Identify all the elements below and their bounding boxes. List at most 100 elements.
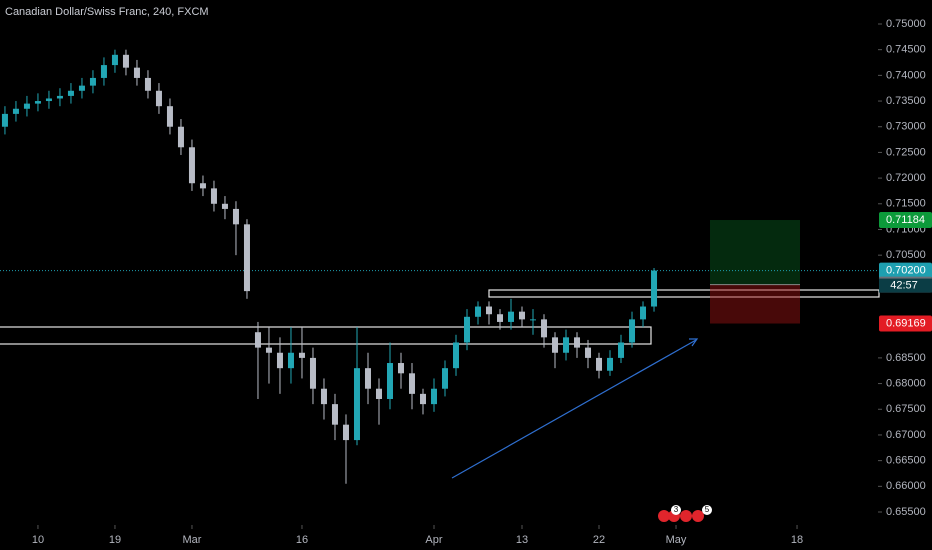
candle-body (452, 342, 459, 369)
candle-body (342, 424, 349, 441)
x-tick-label: 18 (791, 534, 803, 546)
candle-body (100, 65, 107, 78)
candle-body (364, 368, 371, 389)
candle-body (419, 393, 426, 405)
y-tick-label: 0.74500 (886, 44, 926, 56)
candle-body (463, 316, 470, 343)
trend-arrow (451, 339, 697, 479)
candle-body (254, 332, 261, 348)
y-tick-label: 0.72000 (886, 172, 926, 184)
candle-body (56, 95, 63, 99)
y-tick-label: 0.72500 (886, 146, 926, 158)
candle-body (486, 306, 493, 315)
candle-body (111, 54, 118, 66)
candle-body (640, 306, 647, 320)
candle-body (1, 113, 8, 127)
candle-body (144, 77, 151, 91)
candle-body (67, 90, 74, 96)
candle-body (563, 337, 570, 353)
y-tick-label: 0.73000 (886, 121, 926, 133)
candle-body (441, 368, 448, 389)
event-badge (702, 505, 712, 515)
candle-body (331, 404, 338, 425)
candle-body (155, 90, 162, 107)
candle-body (89, 77, 96, 86)
candle-body (45, 98, 52, 102)
candle-body (232, 208, 239, 225)
event-count: 5 (705, 505, 710, 514)
candle-body (34, 101, 41, 104)
x-tick-label: 10 (32, 534, 44, 546)
y-tick-label: 0.66500 (886, 455, 926, 467)
x-tick-label: May (666, 534, 687, 546)
candle-body (508, 311, 515, 322)
event-icon (680, 510, 692, 522)
drawings (0, 220, 880, 479)
y-tick-label: 0.75000 (886, 18, 926, 30)
trend-arrowhead (689, 338, 699, 347)
price-marker (879, 212, 932, 229)
x-tick-label: Apr (425, 534, 442, 546)
candle-body (287, 352, 294, 369)
candle-body (265, 347, 272, 353)
zone-rectangle (0, 326, 652, 345)
event-icon (692, 510, 704, 522)
candle-body (78, 85, 85, 91)
candle-body (210, 188, 217, 204)
candle-body (243, 224, 250, 292)
price-marker (879, 262, 932, 279)
x-tick-label: Mar (182, 534, 201, 546)
event-icon (658, 510, 670, 522)
countdown-box (879, 278, 932, 293)
price-marker-label: 0.70200 (886, 264, 926, 276)
chart-title: Canadian Dollar/Swiss Franc, 240, FXCM (5, 6, 209, 18)
y-tick-label: 0.70500 (886, 249, 926, 261)
price-marker-label: 0.71184 (886, 214, 925, 226)
candle-body (177, 126, 184, 148)
candle-body (530, 319, 537, 321)
x-tick-label: 19 (109, 534, 121, 546)
candle-body (574, 337, 581, 348)
y-tick-label: 0.66000 (886, 480, 926, 492)
candle-body (276, 352, 283, 369)
zone-rectangle (488, 289, 880, 298)
candle-body (166, 106, 173, 127)
candle-body (618, 342, 625, 358)
price-marker-label: 0.69169 (886, 317, 926, 329)
y-tick-label: 0.67500 (886, 403, 926, 415)
candle-body (651, 270, 658, 307)
candle-body (298, 352, 305, 358)
event-count: 3 (674, 505, 679, 514)
candle-body (474, 306, 481, 317)
candle-body (23, 103, 30, 109)
candle-body (133, 67, 140, 78)
event-badges: 3 5 (658, 505, 712, 522)
candle-body (386, 363, 393, 399)
candle-body (309, 357, 316, 389)
event-badge (671, 505, 681, 515)
candle-body (519, 311, 526, 320)
candle-body (375, 388, 382, 399)
candle-body (408, 373, 415, 394)
candle-body (585, 347, 592, 358)
candle-body (596, 357, 603, 371)
x-tick-label: 22 (593, 534, 605, 546)
candle-body (607, 357, 614, 371)
candle-body (541, 319, 548, 338)
profit-zone (710, 220, 800, 285)
candle-body (12, 108, 19, 114)
candle-body (122, 54, 129, 68)
y-tick-label: 0.65500 (886, 506, 926, 518)
candle-body (397, 363, 404, 374)
candle-body (353, 368, 360, 441)
candle-body (629, 319, 636, 343)
candle-body (188, 147, 195, 184)
candle-body (430, 388, 437, 405)
x-tick-label: 13 (516, 534, 528, 546)
y-tick-label: 0.67000 (886, 429, 926, 441)
candle-body (320, 388, 327, 405)
candle-body (199, 183, 206, 189)
y-tick-label: 0.74000 (886, 69, 926, 81)
y-tick-label: 0.71500 (886, 198, 926, 210)
